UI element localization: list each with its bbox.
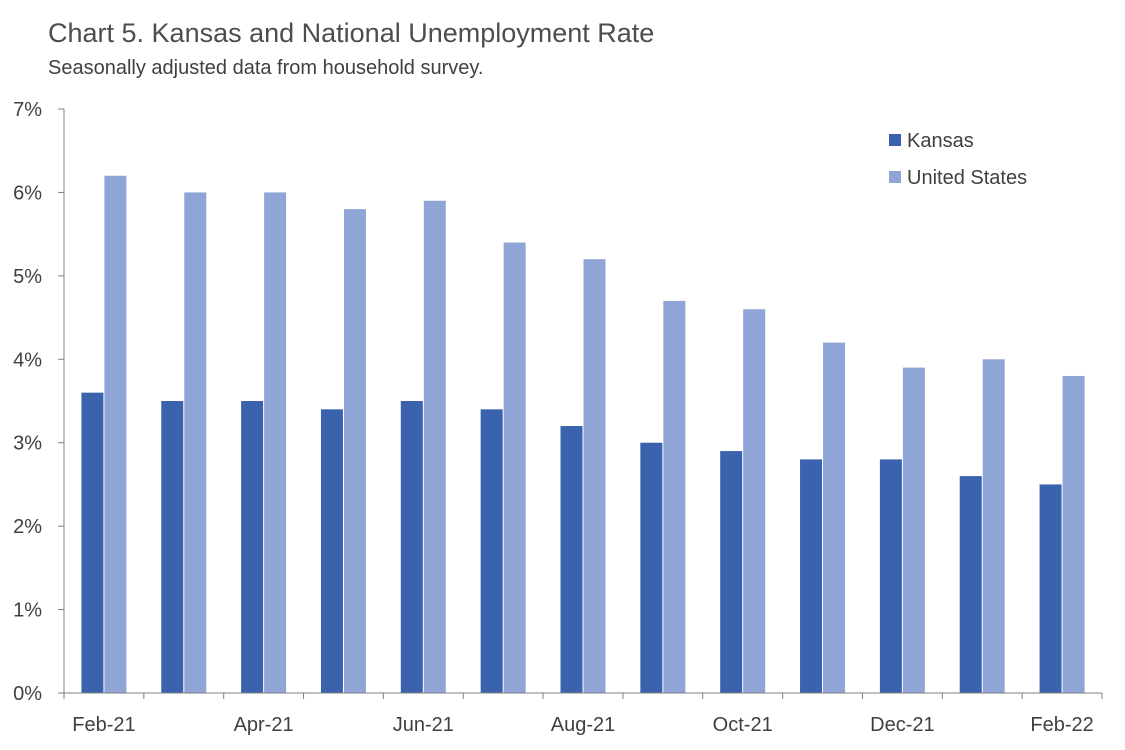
bar-kansas-jul-21 [480, 409, 503, 693]
bar-kansas-oct-21 [720, 451, 743, 693]
x-tick-label: Dec-21 [870, 714, 934, 736]
chart-title: Chart 5. Kansas and National Unemploymen… [48, 18, 655, 48]
x-tick-label: Aug-21 [551, 714, 616, 736]
y-tick-label: 1% [13, 600, 42, 622]
legend-label-united-states: United States [907, 167, 1027, 189]
x-tick-label: Feb-22 [1030, 714, 1093, 736]
y-tick-label: 3% [13, 433, 42, 455]
bar-united-states-feb-21 [104, 175, 127, 693]
x-tick-label: Jun-21 [393, 714, 454, 736]
bar-kansas-jun-21 [400, 401, 423, 693]
bar-united-states-dec-21 [902, 367, 925, 693]
legend: Kansas United States [889, 130, 1027, 189]
bar-kansas-aug-21 [560, 426, 583, 693]
bar-kansas-apr-21 [241, 401, 264, 693]
bar-kansas-mar-21 [161, 401, 184, 693]
bar-united-states-apr-21 [264, 192, 287, 693]
bar-kansas-sep-21 [640, 442, 663, 693]
bar-united-states-jan-22 [982, 359, 1005, 693]
bar-kansas-feb-22 [1039, 484, 1062, 693]
bar-united-states-may-21 [343, 209, 366, 693]
bar-kansas-jan-22 [959, 476, 982, 693]
bar-kansas-nov-21 [800, 459, 823, 693]
y-tick-label: 7% [13, 99, 42, 121]
bar-united-states-nov-21 [823, 342, 846, 693]
axes-layer: 0% 1% 2% 3% 4% 5% 6% 7% Feb-21 Apr-21 Jun-21 Aug-21… [13, 99, 1103, 736]
legend-swatch-united-states [889, 171, 901, 183]
bar-united-states-jun-21 [423, 200, 446, 693]
y-tick-label: 2% [13, 516, 42, 538]
y-tick-label: 4% [13, 349, 42, 371]
chart-subtitle: Seasonally adjusted data from household … [48, 57, 484, 79]
y-tick-label: 5% [13, 266, 42, 288]
bar-united-states-aug-21 [583, 259, 606, 693]
bar-kansas-dec-21 [879, 459, 902, 693]
bar-kansas-may-21 [320, 409, 343, 693]
legend-swatch-kansas [889, 134, 901, 146]
x-tick-label: Feb-21 [72, 714, 135, 736]
bar-kansas-feb-21 [81, 392, 104, 693]
x-tick-label: Oct-21 [713, 714, 773, 736]
bars-layer [81, 175, 1085, 693]
bar-united-states-oct-21 [743, 309, 766, 693]
legend-label-kansas: Kansas [907, 130, 974, 152]
y-tick-label: 0% [13, 683, 42, 705]
bar-united-states-jul-21 [503, 242, 526, 693]
bar-united-states-mar-21 [184, 192, 207, 693]
bar-united-states-sep-21 [663, 300, 686, 693]
y-tick-label: 6% [13, 182, 42, 204]
x-tick-label: Apr-21 [234, 714, 294, 736]
bar-united-states-feb-22 [1062, 375, 1085, 693]
